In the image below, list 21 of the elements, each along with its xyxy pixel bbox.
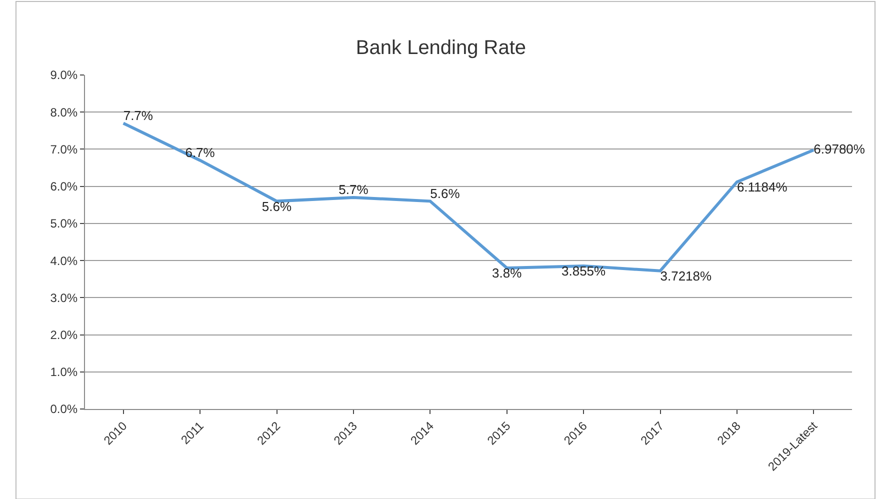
chart-title: Bank Lending Rate bbox=[356, 36, 526, 59]
data-label: 6.1184% bbox=[736, 180, 788, 195]
data-label: 6.7% bbox=[185, 145, 216, 160]
y-tick-label: 5.0% bbox=[50, 216, 78, 231]
data-label: 5.7% bbox=[338, 182, 369, 198]
y-tick-label: 0.0% bbox=[50, 402, 78, 416]
data-label: 3.855% bbox=[562, 264, 606, 279]
y-tick-label: 8.0% bbox=[50, 105, 78, 120]
y-tick-label: 9.0% bbox=[50, 68, 78, 82]
data-label: 6.9780% bbox=[814, 141, 866, 156]
data-label: 7.7% bbox=[123, 108, 154, 123]
y-tick-label: 1.0% bbox=[50, 365, 78, 380]
y-tick-label: 3.0% bbox=[50, 290, 78, 305]
data-label: 3.7218% bbox=[660, 268, 712, 284]
data-label: 3.8% bbox=[492, 266, 522, 281]
y-tick-label: 2.0% bbox=[50, 328, 78, 342]
y-tick-label: 4.0% bbox=[50, 254, 78, 268]
data-label: 5.6% bbox=[430, 186, 460, 201]
y-tick-label: 6.0% bbox=[50, 180, 78, 194]
data-label: 5.6% bbox=[262, 198, 292, 214]
y-tick-label: 7.0% bbox=[50, 142, 78, 156]
